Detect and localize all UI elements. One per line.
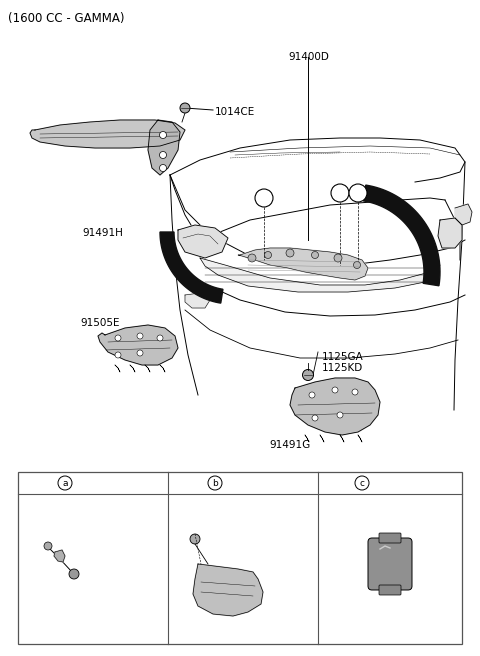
Circle shape	[349, 184, 367, 202]
Text: a: a	[62, 478, 68, 487]
Circle shape	[137, 333, 143, 339]
Circle shape	[115, 352, 121, 358]
Text: b: b	[337, 188, 343, 198]
Text: 91491G: 91491G	[269, 440, 311, 450]
Circle shape	[312, 415, 318, 421]
Text: (1600 CC - GAMMA): (1600 CC - GAMMA)	[8, 12, 124, 25]
Text: 91491K: 91491K	[338, 479, 378, 489]
Circle shape	[286, 249, 294, 257]
Circle shape	[312, 251, 319, 258]
Text: 1141AC: 1141AC	[178, 500, 219, 510]
Text: 1125GA: 1125GA	[322, 352, 364, 362]
Polygon shape	[363, 185, 440, 286]
Text: 1125KD: 1125KD	[322, 363, 363, 373]
Circle shape	[248, 254, 256, 262]
Polygon shape	[54, 550, 65, 562]
Polygon shape	[30, 120, 185, 148]
Text: 91400D: 91400D	[288, 52, 329, 62]
Polygon shape	[98, 325, 178, 365]
Circle shape	[355, 476, 369, 490]
Circle shape	[331, 184, 349, 202]
Text: b: b	[212, 478, 218, 487]
Bar	[18, 472, 462, 644]
Circle shape	[157, 335, 163, 341]
FancyBboxPatch shape	[379, 585, 401, 595]
Text: 91505E: 91505E	[80, 318, 120, 328]
Circle shape	[58, 476, 72, 490]
Text: 91491H: 91491H	[82, 228, 123, 238]
Circle shape	[353, 262, 360, 268]
Text: a: a	[261, 193, 267, 203]
Circle shape	[352, 389, 358, 395]
Circle shape	[159, 152, 167, 159]
Circle shape	[302, 369, 313, 380]
Polygon shape	[193, 564, 263, 616]
Text: c: c	[360, 478, 364, 487]
Text: 1014CE: 1014CE	[215, 107, 255, 117]
Circle shape	[208, 476, 222, 490]
Polygon shape	[200, 258, 440, 292]
Polygon shape	[290, 378, 380, 435]
Polygon shape	[148, 120, 180, 175]
Circle shape	[309, 392, 315, 398]
Circle shape	[159, 131, 167, 138]
Circle shape	[69, 569, 79, 579]
FancyBboxPatch shape	[368, 538, 412, 590]
Circle shape	[332, 387, 338, 393]
Polygon shape	[178, 225, 228, 258]
Polygon shape	[455, 204, 472, 225]
Text: c: c	[355, 188, 360, 198]
Text: 91234A: 91234A	[85, 549, 125, 559]
Polygon shape	[185, 293, 210, 308]
FancyBboxPatch shape	[379, 533, 401, 543]
Circle shape	[255, 189, 273, 207]
Circle shape	[264, 251, 272, 258]
Circle shape	[115, 335, 121, 341]
Polygon shape	[438, 218, 462, 248]
Circle shape	[334, 254, 342, 262]
Circle shape	[337, 412, 343, 418]
Circle shape	[180, 103, 190, 113]
Circle shape	[137, 350, 143, 356]
Polygon shape	[160, 232, 223, 303]
Polygon shape	[238, 248, 368, 280]
Circle shape	[190, 534, 200, 544]
Circle shape	[44, 542, 52, 550]
Circle shape	[159, 165, 167, 171]
